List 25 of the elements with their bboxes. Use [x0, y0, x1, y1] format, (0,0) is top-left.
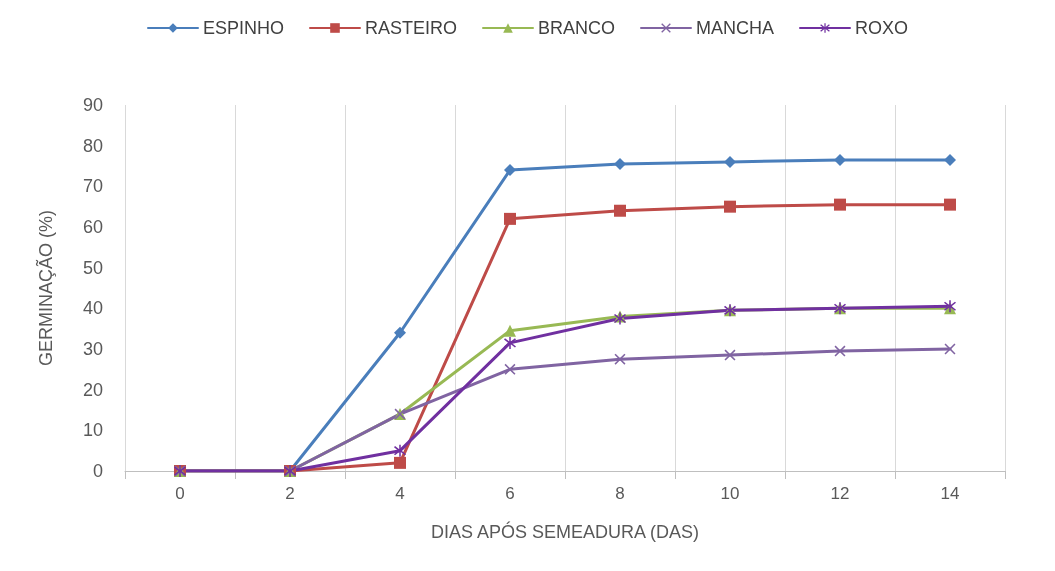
x-tick-label: 14 [940, 484, 960, 503]
x-tick-label: 8 [615, 484, 625, 503]
y-tick-label: 40 [82, 298, 103, 319]
x-tick-label: 10 [720, 484, 740, 503]
y-tick-label: 80 [82, 135, 103, 156]
y-tick-label: 0 [92, 461, 103, 481]
y-tick-label: 30 [82, 339, 103, 359]
x-tick-label: 0 [175, 484, 185, 503]
legend-label: RASTEIRO [364, 18, 458, 38]
legend-label: MANCHA [696, 18, 775, 38]
legend-label: ESPINHO [202, 18, 285, 38]
x-axis-title: DIAS APÓS SEMEADURA (DAS) [430, 521, 700, 542]
legend-label: BRANCO [538, 18, 616, 38]
legend-label: ROXO [855, 18, 909, 38]
x-tick-label: 4 [395, 484, 405, 503]
x-tick-label: 6 [505, 484, 515, 503]
x-tick-label: 2 [285, 484, 295, 503]
y-tick-label: 10 [82, 420, 103, 441]
y-tick-label: 50 [82, 257, 103, 278]
y-tick-label: 20 [82, 379, 103, 400]
y-tick-label: 90 [82, 95, 103, 115]
x-tick-label: 12 [830, 484, 850, 503]
y-tick-label: 60 [82, 217, 103, 237]
y-tick-label: 70 [82, 176, 103, 197]
y-axis-title: GERMINAÇÃO (%) [35, 209, 56, 367]
